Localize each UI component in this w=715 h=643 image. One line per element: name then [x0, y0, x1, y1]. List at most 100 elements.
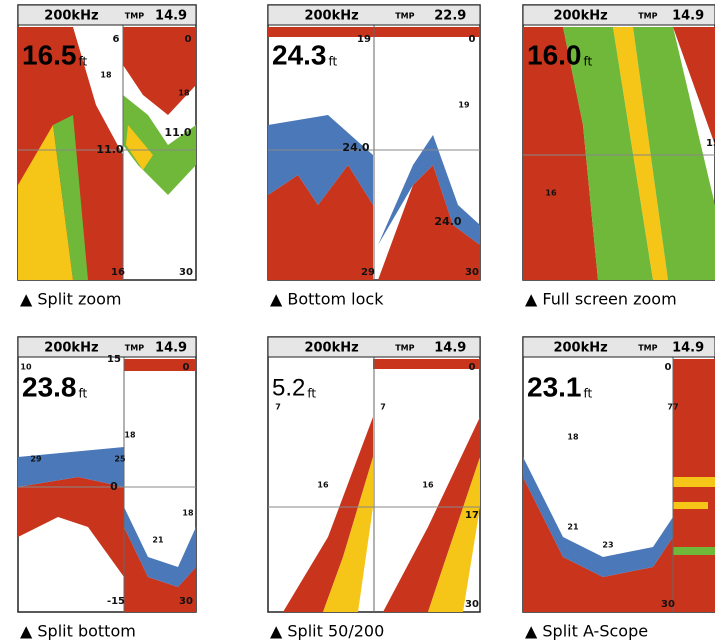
- scale-label: 15: [107, 354, 121, 365]
- depth-unit: ft: [584, 55, 593, 69]
- sonar-echo: [323, 457, 373, 612]
- caption: ▲ Bottom lock: [270, 290, 384, 309]
- sonar-echo: [283, 417, 373, 612]
- sonar-echo: [18, 477, 124, 577]
- depth-reading: 16.5: [22, 39, 77, 70]
- sonar-echo: [18, 125, 73, 280]
- header-bar: [267, 4, 481, 26]
- depth-unit: ft: [307, 387, 316, 401]
- caption: ▲ Full screen zoom: [525, 290, 677, 309]
- scale-label: 19: [458, 101, 470, 110]
- scale-label: 21: [567, 523, 579, 532]
- sonar-echo: [633, 27, 715, 280]
- depth-reading: 16.0: [527, 39, 582, 70]
- frequency: 200kHz: [44, 341, 98, 356]
- sonar-echo: [378, 165, 480, 280]
- sonar-echo: [673, 477, 715, 487]
- frequency: 200kHz: [44, 9, 98, 24]
- sonar-echo: [383, 417, 480, 612]
- sonar-echo: [673, 547, 715, 555]
- scale-label: 18: [178, 89, 190, 98]
- scale-label: 18: [124, 431, 136, 440]
- frequency: 200kHz: [553, 9, 607, 24]
- caption: ▲ Split bottom: [20, 622, 136, 641]
- sonar-echo: [563, 27, 653, 280]
- scale-label: 16: [317, 481, 329, 490]
- sonar-echo: [53, 115, 88, 280]
- caption: ▲ Split 50/200: [270, 622, 384, 641]
- depth-reading: 23.1: [527, 371, 582, 402]
- header-bar: [267, 336, 481, 358]
- scale-label: 24.0: [342, 141, 369, 154]
- scale-label: 17: [465, 510, 479, 521]
- sonar-echo: [523, 27, 598, 280]
- caption: ▲ Split A-Scope: [525, 622, 648, 641]
- scale-label: 30: [661, 599, 675, 610]
- temperature: 14.9: [155, 341, 187, 356]
- sonar-panel: 200kHz TMP 14.9 23.8 ft 15 0 0 -15 30 10 18 29 25 21 18: [17, 336, 197, 613]
- header-bar: [17, 4, 197, 26]
- scale-label: 0: [183, 362, 190, 373]
- temperature: 14.9: [434, 341, 466, 356]
- sonar-echo: [123, 95, 196, 195]
- sonar-panel: 200kHz TMP 14.9 16.0ft 15 16: [522, 4, 715, 281]
- depth-unit: ft: [584, 387, 593, 401]
- scale-label: 25: [114, 455, 126, 464]
- sonar-echo: [124, 507, 196, 587]
- sonar-echo: [613, 27, 668, 280]
- scale-label: 0: [469, 34, 476, 45]
- frequency: 200kHz: [553, 341, 607, 356]
- sonar-echo: [673, 502, 708, 509]
- sonar-echo: [428, 457, 480, 612]
- sonar-panel: 200kHz TMP 14.9 5.2 ft 0 17 30 7 7 16 16: [267, 336, 481, 613]
- depth-unit: ft: [79, 55, 88, 69]
- frequency: 200kHz: [304, 9, 358, 24]
- temp-label: TMP: [125, 344, 144, 353]
- sonar-panel: 200kHz TMP 14.9 16.5 ft 6 0 11.0 11.0 16 30 18 18: [17, 4, 197, 281]
- sonar-echo: [268, 115, 373, 205]
- scale-label: 21: [152, 536, 164, 545]
- sonar-echo: [124, 527, 196, 612]
- sonar-panel: 200kHz TMP 14.9 23.1 ft 0 30 77 18 21 23: [522, 336, 715, 613]
- temp-label: TMP: [638, 344, 657, 353]
- caption: ▲ Split zoom: [20, 290, 122, 309]
- sonar-echo: [523, 477, 673, 612]
- scale-label: 30: [465, 599, 479, 610]
- scale-label: 11.0: [164, 126, 191, 139]
- scale-label: 23: [602, 541, 613, 550]
- header-bar: [522, 4, 715, 26]
- temp-label: TMP: [395, 344, 414, 353]
- temperature: 22.9: [434, 9, 466, 24]
- scale-label: 0: [110, 480, 118, 493]
- sonar-echo: [378, 135, 480, 245]
- scale-label: 16: [111, 267, 125, 278]
- sonar-echo: [126, 125, 153, 170]
- scale-label: 16: [422, 481, 434, 490]
- sonar-echo: [124, 359, 196, 371]
- scale-label: 0: [469, 362, 476, 373]
- temp-label: TMP: [125, 12, 144, 21]
- sonar-echo: [18, 447, 124, 487]
- temperature: 14.9: [672, 9, 704, 24]
- header-bar: [522, 336, 715, 358]
- scale-label: 7: [380, 403, 386, 412]
- depth-unit: ft: [329, 55, 338, 69]
- scale-label: 11.0: [96, 143, 123, 156]
- scale-label: 24.0: [434, 215, 461, 228]
- scale-label: 0: [665, 362, 672, 373]
- scale-label: 18: [567, 433, 579, 442]
- sonar-echo: [123, 27, 196, 115]
- temperature: 14.9: [155, 9, 187, 24]
- scale-label: 29: [361, 267, 375, 278]
- scale-label: 0: [185, 34, 192, 45]
- scale-label: 16: [545, 189, 557, 198]
- depth-reading: 5.2: [272, 374, 305, 401]
- temperature: 14.9: [672, 341, 704, 356]
- scale-label: 30: [465, 267, 479, 278]
- frequency: 200kHz: [304, 341, 358, 356]
- sonar-panel: 200kHz TMP 22.9 24.3 ft 19 0 24.0 24.0 29 30 19: [267, 4, 481, 281]
- scale-label: 15: [706, 138, 715, 149]
- scale-label: 18: [100, 71, 112, 80]
- sonar-echo: [673, 27, 715, 145]
